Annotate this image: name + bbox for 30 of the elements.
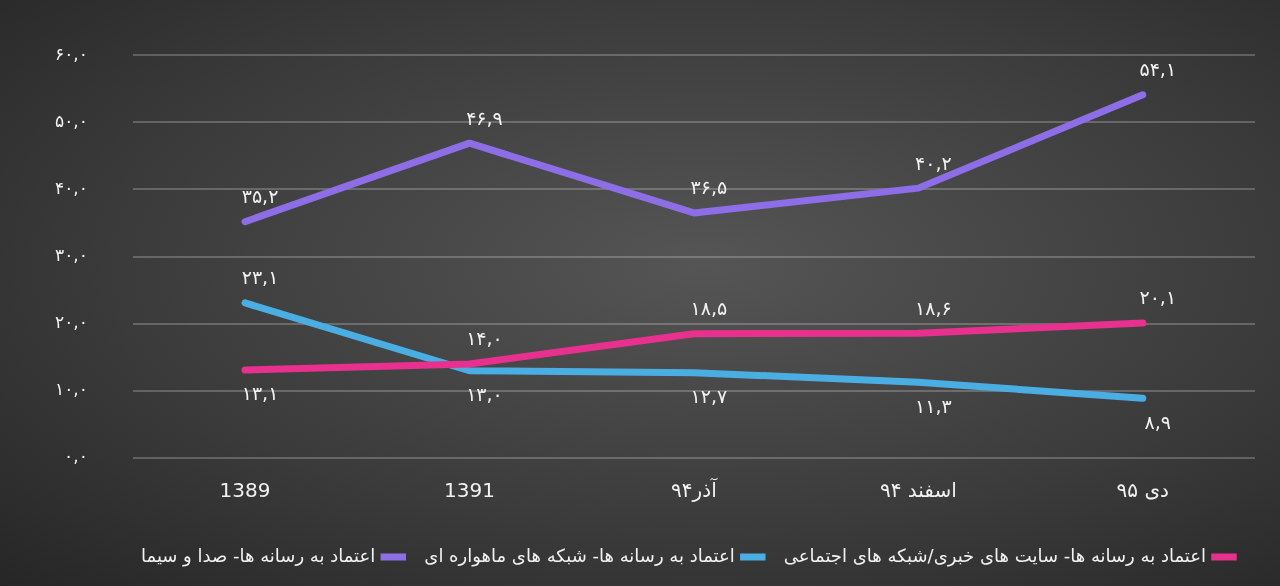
data-label: ۲۰,۱ (1139, 286, 1177, 309)
legend-label: اعتماد به رسانه ها- صدا و سیما (140, 544, 376, 567)
legend-label: اعتماد به رسانه ها- سایت های خبری/شبکه های اجتماعی (783, 544, 1206, 567)
y-tick-label: ۰,۰ (64, 446, 88, 467)
data-label: ۱۳,۰ (466, 383, 503, 406)
data-label: ۵۴,۱ (1139, 58, 1177, 81)
data-label: ۱۸,۶ (915, 296, 952, 319)
y-tick-label: ۵۰,۰ (55, 110, 88, 131)
data-label: ۳۶,۵ (690, 176, 728, 199)
data-label: ۱۲,۷ (690, 385, 728, 408)
x-tick-label: 1391 (444, 478, 495, 503)
data-label: ۱۸,۵ (690, 297, 728, 320)
data-label: ۴۶,۹ (466, 106, 503, 129)
data-label: ۸,۹ (1144, 410, 1172, 433)
y-tick-label: ۳۰,۰ (55, 245, 88, 266)
data-label: ۱۱,۳ (915, 394, 952, 417)
data-label: ۱۴,۰ (466, 327, 503, 350)
x-tick-label: 1389 (219, 478, 271, 503)
data-label: ۴۰,۲ (915, 151, 952, 174)
x-tick-label: آذر۹۴ (671, 477, 719, 503)
legend-label: اعتماد به رسانه ها- شبکه های ماهواره ای (424, 544, 735, 567)
x-tick-label: اسفند ۹۴ (879, 478, 957, 503)
y-tick-label: ۱۰,۰ (55, 379, 88, 400)
data-label: ۳۵,۲ (241, 185, 279, 208)
data-label: ۱۳,۱ (241, 382, 279, 405)
data-label: ۲۳,۱ (241, 266, 279, 289)
y-tick-label: ۴۰,۰ (55, 177, 88, 198)
x-tick-label: دی ۹۵ (1116, 478, 1169, 503)
y-tick-label: ۲۰,۰ (55, 312, 88, 333)
y-tick-label: ۶۰,۰ (55, 43, 88, 64)
